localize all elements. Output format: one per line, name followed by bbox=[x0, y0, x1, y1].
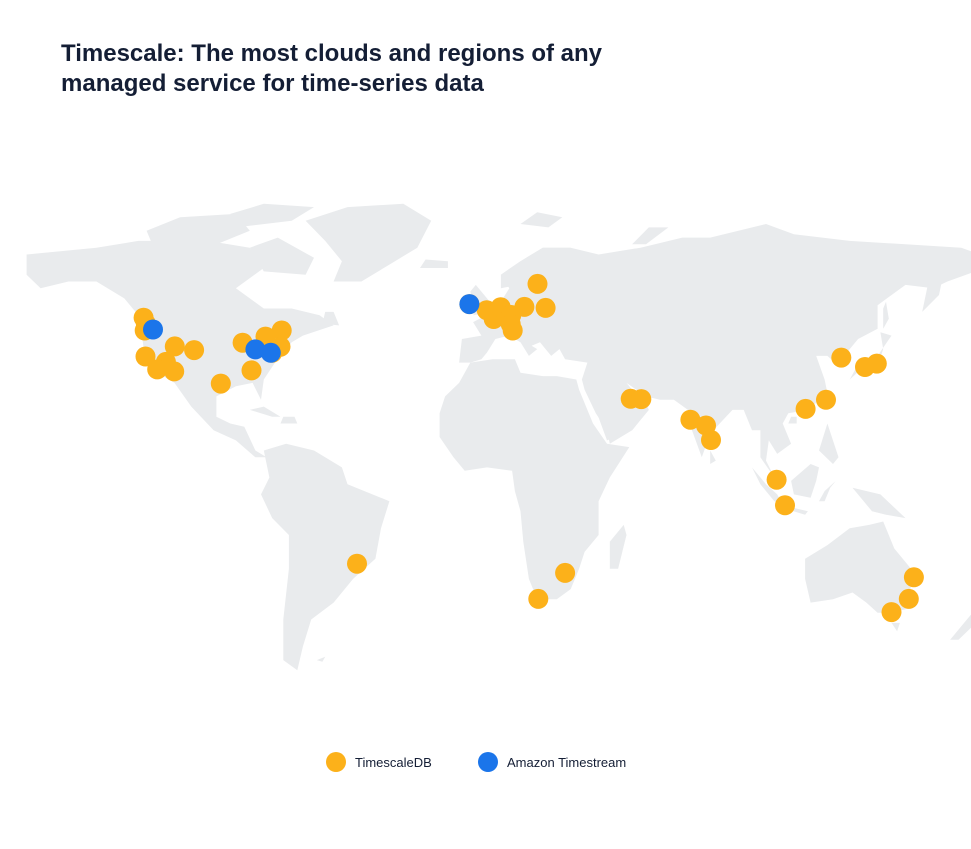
legend-item-amazon-timestream: Amazon Timestream bbox=[478, 750, 626, 774]
timescaledb-region-marker bbox=[147, 359, 168, 380]
timescaledb-region-marker bbox=[210, 373, 231, 394]
timescaledb-region-marker bbox=[881, 602, 902, 623]
land-kamchatka bbox=[922, 281, 942, 312]
land-masses bbox=[26, 203, 971, 671]
land-svalbard bbox=[520, 212, 563, 228]
timescaledb-region-marker bbox=[766, 469, 787, 490]
land-sakhalin bbox=[883, 301, 889, 329]
timescaledb-region-marker bbox=[528, 588, 549, 609]
land-scandinavia bbox=[500, 247, 571, 295]
timescaledb-region-marker bbox=[271, 320, 292, 341]
land-south-america bbox=[261, 443, 390, 671]
timescaledb-region-marker bbox=[164, 361, 185, 382]
land-arctic-islands bbox=[146, 213, 250, 248]
legend-label-amazon-timestream: Amazon Timestream bbox=[507, 754, 627, 770]
land-japan bbox=[849, 332, 892, 380]
timescaledb-region-marker bbox=[866, 353, 887, 374]
land-baffin bbox=[249, 237, 314, 275]
land-tasmania bbox=[891, 622, 900, 632]
timescaledb-region-marker bbox=[795, 398, 816, 419]
legend-swatch-timescaledb bbox=[326, 752, 346, 772]
timescaledb-region-marker bbox=[701, 430, 721, 450]
land-madagascar bbox=[609, 524, 627, 569]
timescaledb-region-marker bbox=[898, 588, 919, 609]
legend-swatch-amazon-timestream bbox=[478, 752, 498, 772]
timescaledb-region-marker bbox=[775, 495, 795, 516]
land-hainan bbox=[788, 416, 797, 424]
timescaledb-region-marker bbox=[527, 273, 548, 294]
timestream-region-marker bbox=[143, 319, 163, 340]
land-arabia bbox=[587, 376, 649, 441]
chart-title-line-2: managed service for time-series data bbox=[61, 70, 484, 97]
land-new-zealand bbox=[950, 614, 971, 640]
timescaledb-region-marker bbox=[184, 340, 205, 361]
timescaledb-region-marker bbox=[831, 347, 852, 368]
land-sulawesi bbox=[819, 480, 836, 502]
legend-item-timescaledb: TimescaleDB bbox=[326, 750, 432, 774]
timescaledb-region-marker bbox=[502, 320, 523, 341]
region-markers bbox=[133, 273, 924, 623]
timescaledb-region-marker bbox=[135, 346, 156, 367]
chart-title: Timescale: The most clouds and regions o… bbox=[61, 39, 761, 99]
timescaledb-region-marker bbox=[903, 567, 924, 588]
land-ellesmere bbox=[230, 203, 314, 228]
land-philippines bbox=[819, 423, 839, 464]
land-new-guinea bbox=[852, 487, 906, 519]
timescaledb-region-marker bbox=[631, 389, 652, 410]
land-cuba bbox=[249, 406, 281, 417]
land-borneo bbox=[791, 464, 819, 498]
timescaledb-region-marker bbox=[347, 553, 367, 574]
legend-label-timescaledb: TimescaleDB bbox=[355, 754, 432, 770]
land-sri-lanka bbox=[710, 450, 716, 464]
legend: TimescaleDB Amazon Timestream bbox=[0, 750, 971, 774]
timescaledb-region-marker bbox=[164, 336, 185, 357]
chart-title-line-1: Timescale: The most clouds and regions o… bbox=[61, 40, 603, 67]
timescaledb-region-marker bbox=[680, 409, 701, 430]
land-europe-asia bbox=[459, 224, 971, 478]
land-falklands bbox=[316, 656, 326, 662]
timestream-region-marker bbox=[459, 294, 480, 315]
timescaledb-region-marker bbox=[535, 297, 556, 318]
timestream-region-marker bbox=[245, 339, 266, 360]
land-newfoundland bbox=[322, 311, 340, 326]
land-novaya-zemlya bbox=[632, 227, 669, 245]
timescaledb-region-marker bbox=[816, 389, 836, 410]
timescaledb-region-marker bbox=[241, 360, 262, 381]
land-africa bbox=[439, 359, 630, 600]
timescaledb-region-marker bbox=[514, 296, 535, 317]
timestream-region-marker bbox=[260, 342, 281, 363]
land-australia bbox=[805, 521, 914, 613]
land-greenland bbox=[305, 203, 432, 282]
land-sumatra bbox=[752, 467, 783, 505]
land-iceland bbox=[420, 259, 448, 268]
timescaledb-region-marker bbox=[555, 562, 576, 583]
land-hispaniola bbox=[280, 416, 298, 424]
